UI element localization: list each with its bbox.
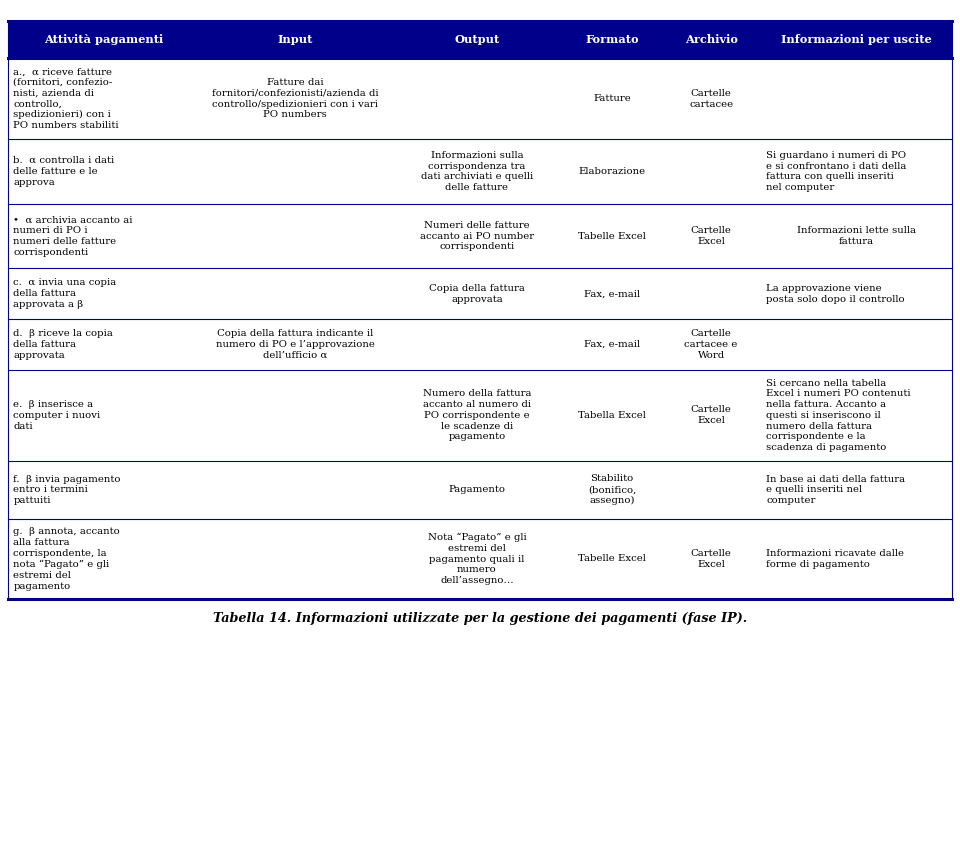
Text: a.,  α riceve fatture
(fornitori, confezio-
nisti, azienda di
controllo,
spedizi: a., α riceve fatture (fornitori, confezi… bbox=[13, 67, 119, 130]
Text: Tabelle Excel: Tabelle Excel bbox=[578, 554, 646, 564]
Text: Informazioni lette sulla
fattura: Informazioni lette sulla fattura bbox=[797, 226, 916, 246]
Text: Input: Input bbox=[277, 34, 313, 45]
Text: Copia della fattura
approvata: Copia della fattura approvata bbox=[429, 284, 525, 303]
Text: c.  α invia una copia
della fattura
approvata a β: c. α invia una copia della fattura appro… bbox=[13, 279, 117, 309]
Text: Pagamento: Pagamento bbox=[448, 485, 506, 494]
Text: Si guardano i numeri di PO
e si confrontano i dati della
fattura con quelli inse: Si guardano i numeri di PO e si confront… bbox=[766, 151, 906, 192]
Text: Informazioni sulla
corrispondenza tra
dati archiviati e quelli
delle fatture: Informazioni sulla corrispondenza tra da… bbox=[420, 151, 533, 192]
Text: Informazioni ricavate dalle
forme di pagamento: Informazioni ricavate dalle forme di pag… bbox=[766, 549, 904, 569]
Text: Copia della fattura indicante il
numero di PO e l’approvazione
dell’ufficio α: Copia della fattura indicante il numero … bbox=[216, 329, 374, 360]
Text: Elaborazione: Elaborazione bbox=[579, 167, 646, 176]
Text: Tabella Excel: Tabella Excel bbox=[578, 411, 646, 420]
Text: Fatture dai
fornitori/confezionisti/azienda di
controllo/spedizionieri con i var: Fatture dai fornitori/confezionisti/azie… bbox=[212, 78, 378, 119]
Text: Numeri delle fatture
accanto ai PO number
corrispondenti: Numeri delle fatture accanto ai PO numbe… bbox=[420, 221, 534, 251]
Text: Archivio: Archivio bbox=[684, 34, 737, 45]
Text: Nota “Pagato” e gli
estremi del
pagamento quali il
numero
dell’assegno…: Nota “Pagato” e gli estremi del pagament… bbox=[427, 533, 526, 585]
Text: •  α archivia accanto ai
numeri di PO i
numeri delle fatture
corrispondenti: • α archivia accanto ai numeri di PO i n… bbox=[13, 215, 132, 257]
FancyBboxPatch shape bbox=[8, 21, 952, 58]
Text: Informazioni per uscite: Informazioni per uscite bbox=[781, 34, 932, 45]
Text: Attività pagamenti: Attività pagamenti bbox=[44, 34, 163, 45]
Text: e.  β inserisce a
computer i nuovi
dati: e. β inserisce a computer i nuovi dati bbox=[13, 400, 101, 430]
Text: In base ai dati della fattura
e quelli inseriti nel
computer: In base ai dati della fattura e quelli i… bbox=[766, 475, 905, 505]
Text: Cartelle
Excel: Cartelle Excel bbox=[690, 405, 732, 425]
Text: Si cercano nella tabella
Excel i numeri PO contenuti
nella fattura. Accanto a
qu: Si cercano nella tabella Excel i numeri … bbox=[766, 379, 911, 452]
Text: Tabella 14. Informazioni utilizzate per la gestione dei pagamenti (fase IP).: Tabella 14. Informazioni utilizzate per … bbox=[213, 612, 747, 625]
Text: Cartelle
cartacee e
Word: Cartelle cartacee e Word bbox=[684, 329, 738, 360]
Text: Fatture: Fatture bbox=[593, 94, 631, 103]
Text: Output: Output bbox=[454, 34, 499, 45]
Text: Tabelle Excel: Tabelle Excel bbox=[578, 231, 646, 241]
Text: Fax, e-mail: Fax, e-mail bbox=[584, 339, 640, 349]
Text: Cartelle
cartacee: Cartelle cartacee bbox=[689, 89, 733, 109]
Text: b.  α controlla i dati
delle fatture e le
approva: b. α controlla i dati delle fatture e le… bbox=[13, 156, 114, 187]
Text: f.  β invia pagamento
entro i termini
pattuiti: f. β invia pagamento entro i termini pat… bbox=[13, 475, 121, 505]
Text: d.  β riceve la copia
della fattura
approvata: d. β riceve la copia della fattura appro… bbox=[13, 329, 113, 360]
Text: g.  β annota, accanto
alla fattura
corrispondente, la
nota “Pagato” e gli
estrem: g. β annota, accanto alla fattura corris… bbox=[13, 527, 120, 590]
Text: Formato: Formato bbox=[586, 34, 639, 45]
Text: Cartelle
Excel: Cartelle Excel bbox=[690, 226, 732, 246]
Text: Numero della fattura
accanto al numero di
PO corrispondente e
le scadenze di
pag: Numero della fattura accanto al numero d… bbox=[422, 389, 531, 441]
Text: La approvazione viene
posta solo dopo il controllo: La approvazione viene posta solo dopo il… bbox=[766, 284, 905, 303]
Text: Fax, e-mail: Fax, e-mail bbox=[584, 289, 640, 298]
Text: Stabilito
(bonifico,
assegno): Stabilito (bonifico, assegno) bbox=[588, 475, 636, 505]
Text: Cartelle
Excel: Cartelle Excel bbox=[690, 549, 732, 569]
